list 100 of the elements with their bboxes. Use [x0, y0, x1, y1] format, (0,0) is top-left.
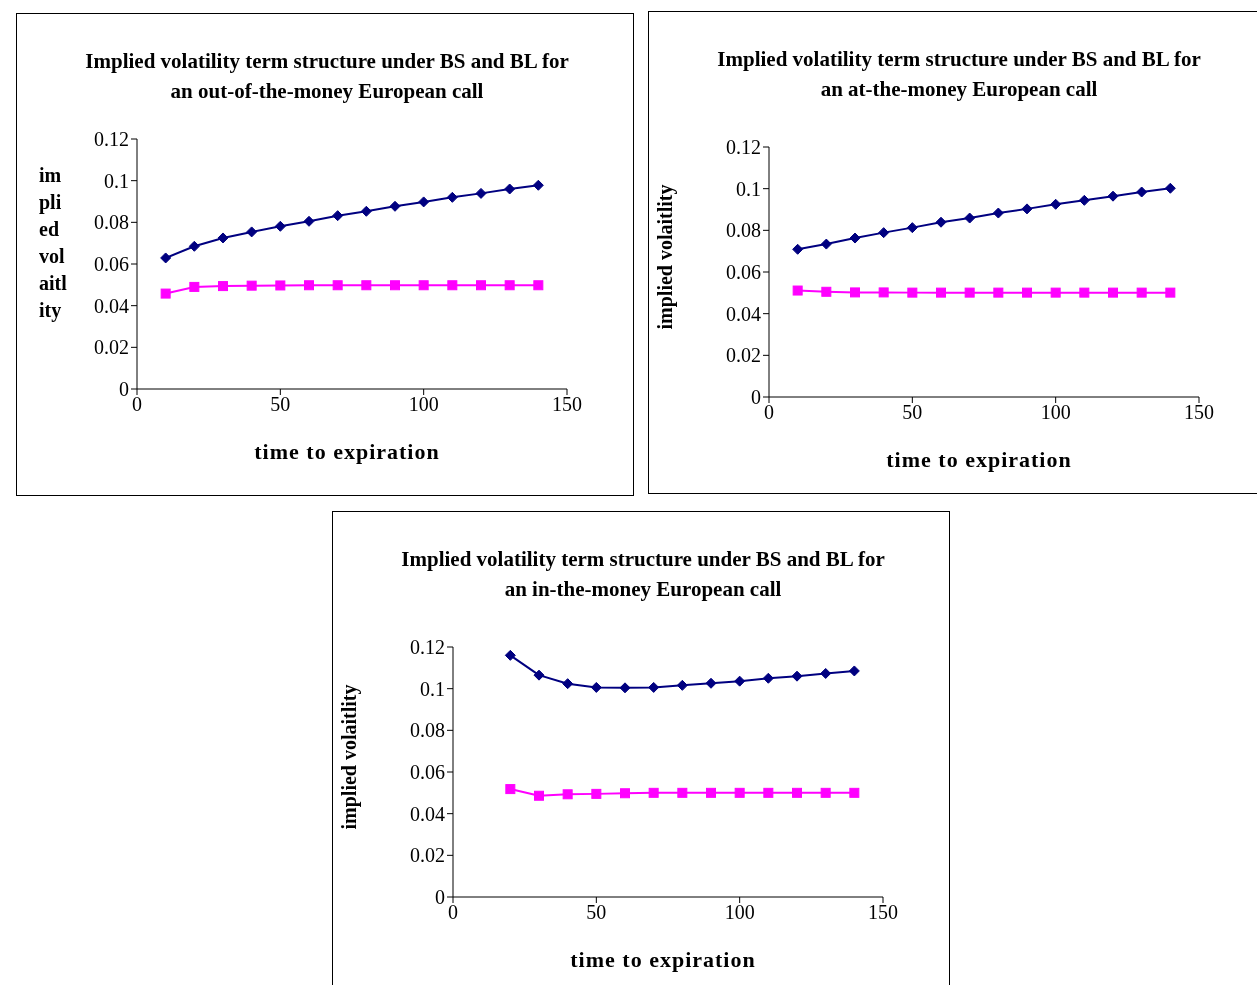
x-tick-label: 100 — [724, 901, 755, 924]
point — [705, 677, 717, 689]
point — [591, 788, 602, 799]
point — [849, 787, 860, 798]
point — [533, 669, 545, 681]
point — [1107, 190, 1119, 202]
point — [1078, 194, 1090, 206]
point — [762, 672, 774, 684]
point — [532, 179, 544, 191]
x-tick-label: 150 — [552, 393, 582, 416]
point — [332, 280, 343, 291]
y-axis-title: implied volaitlity — [653, 184, 677, 330]
y-tick-label: 0.04 — [726, 302, 761, 325]
y-tick-label: 0.02 — [410, 844, 445, 867]
y-tick-label: 0.08 — [94, 211, 129, 234]
point — [562, 678, 574, 690]
point — [360, 205, 372, 217]
point — [677, 787, 688, 798]
point — [993, 287, 1004, 298]
x-tick-label: 150 — [1184, 401, 1214, 424]
y-axis-title: implied volaitlity — [337, 684, 361, 830]
point — [303, 215, 315, 227]
point — [418, 280, 429, 291]
point — [820, 787, 831, 798]
point — [1022, 287, 1032, 298]
y-tick-label: 0.02 — [726, 344, 761, 367]
point — [935, 216, 947, 228]
point — [505, 784, 516, 795]
point — [936, 287, 946, 298]
point — [619, 682, 631, 694]
point — [620, 788, 630, 799]
point — [820, 238, 832, 250]
y-tick-label: 0.1 — [104, 169, 129, 192]
y-tick-label: 0.08 — [410, 719, 445, 742]
y-tick-label: 0.1 — [736, 177, 761, 200]
x-tick-label: 50 — [586, 901, 607, 924]
point — [475, 187, 487, 199]
point — [648, 787, 659, 798]
point — [274, 220, 286, 232]
point — [504, 280, 515, 291]
point — [907, 287, 918, 298]
point — [246, 280, 257, 291]
point — [562, 789, 573, 800]
point — [648, 681, 660, 693]
y-tick-label: 0.12 — [726, 136, 761, 159]
point — [534, 790, 544, 801]
x-tick-label: 100 — [1040, 401, 1071, 424]
point — [1021, 203, 1033, 215]
point — [1136, 186, 1148, 198]
x-axis-title: time to expiration — [885, 447, 1073, 473]
chart-title: Implied volatility term structure under BS and BL for an out-of-the-money European call — [84, 48, 570, 105]
point — [706, 787, 716, 798]
point — [849, 232, 861, 244]
point — [160, 252, 172, 264]
x-tick-label: 50 — [902, 401, 923, 424]
point — [1136, 287, 1147, 298]
y-tick-label: 0 — [435, 886, 445, 909]
y-tick-label: 0.06 — [410, 761, 445, 784]
chart-title: Implied volatility term structure under BS and BL for an at-the-money European call — [716, 46, 1202, 103]
point — [791, 670, 803, 682]
point — [446, 191, 458, 203]
point — [792, 285, 803, 296]
x-axis-title: time to expiration — [253, 439, 441, 465]
x-axis-title: time to expiration — [569, 947, 757, 973]
point — [734, 675, 746, 687]
point — [850, 287, 860, 298]
y-tick-label: 0.12 — [410, 636, 445, 659]
point — [217, 232, 229, 244]
y-tick-label: 0.02 — [94, 336, 129, 359]
y-tick-label: 0.06 — [94, 253, 129, 276]
x-tick-label: 100 — [408, 393, 439, 416]
point — [246, 226, 258, 238]
y-tick-label: 0.04 — [410, 802, 445, 825]
point — [332, 210, 344, 222]
point — [964, 212, 976, 224]
point — [504, 649, 516, 661]
point — [160, 288, 171, 299]
point — [1165, 287, 1176, 298]
point — [476, 280, 486, 291]
point — [906, 222, 918, 234]
x-tick-label: 50 — [270, 393, 291, 416]
point — [533, 280, 544, 291]
y-tick-label: 0.06 — [726, 261, 761, 284]
point — [218, 281, 228, 292]
y-tick-label: 0.04 — [94, 294, 129, 317]
point — [390, 280, 400, 291]
point — [964, 287, 975, 298]
point — [418, 196, 430, 208]
point — [676, 679, 688, 691]
point — [504, 183, 516, 195]
point — [1050, 287, 1061, 298]
y-tick-label: 0 — [119, 378, 129, 401]
point — [792, 243, 804, 255]
y-tick-label: 0.1 — [420, 677, 445, 700]
point — [878, 227, 890, 239]
point — [389, 200, 401, 212]
point — [590, 681, 602, 693]
point — [992, 207, 1004, 219]
x-tick-label: 150 — [868, 901, 898, 924]
y-axis-title: implied volaitlity — [39, 163, 68, 324]
